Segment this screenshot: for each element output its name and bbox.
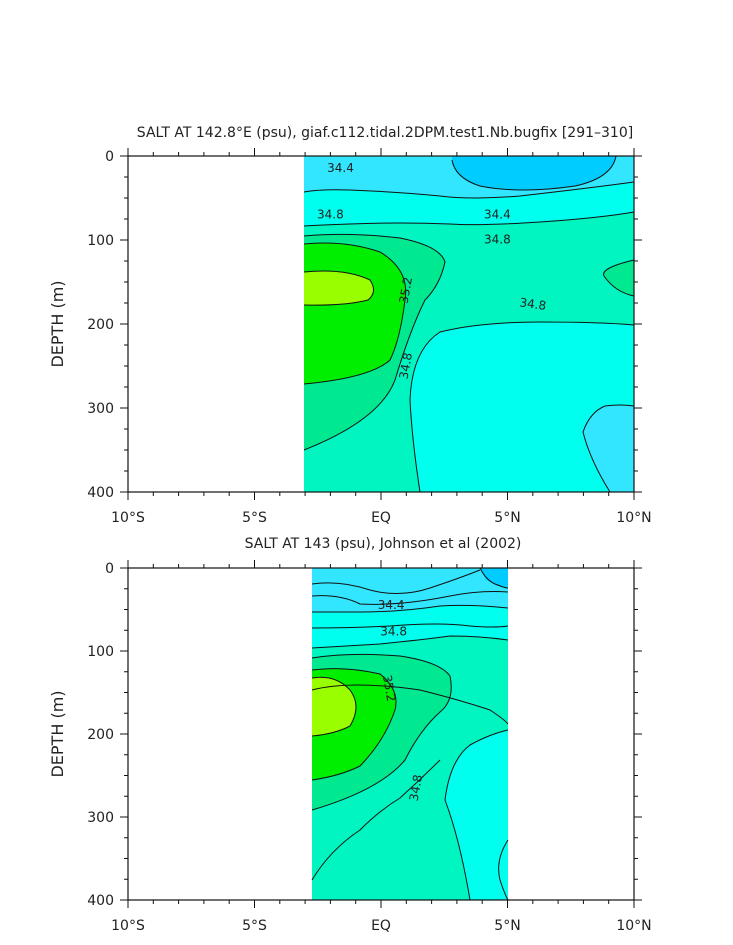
top-ytick-label: 200 [87, 317, 114, 333]
top-contour-label: 34.4 [327, 161, 354, 175]
contour-line-13 [311, 635, 509, 649]
top-panel-contour-lines [303, 155, 635, 493]
contour-line-16 [311, 668, 397, 781]
contour-line-7 [409, 321, 635, 493]
top-xtick-label: 10°N [616, 510, 651, 526]
top-contour-label: 34.8 [484, 233, 511, 247]
contour-line-14 [479, 567, 509, 589]
contour-line-19 [311, 759, 441, 881]
bottom-ytick-label: 200 [87, 727, 114, 743]
bottom-panel: SALT AT 143 (psu), Johnson et al (2002) [48, 536, 652, 934]
bottom-panel-contour-field [312, 568, 508, 900]
top-panel: SALT AT 142.8°E (psu), giaf.c112.tidal.2… [48, 125, 652, 526]
top-panel-axes: 10°S 5°S EQ 5°N 10°N 0 100 200 300 400 [87, 148, 652, 526]
top-panel-contour-labels: 34.4 34.8 34.4 34.8 35.2 34.8 34.8 [317, 161, 547, 380]
top-ytick-label: 100 [87, 233, 114, 249]
top-ytick-label: 400 [87, 485, 114, 501]
bottom-xtick-label: 10°N [616, 918, 651, 934]
bottom-ytick-label: 400 [87, 893, 114, 909]
contour-line-2 [451, 155, 617, 191]
top-contour-label: 34.8 [317, 207, 344, 221]
top-contour-label: 34.4 [484, 207, 511, 221]
top-ytick-label: 300 [87, 401, 114, 417]
contour-line-1 [303, 211, 635, 227]
bottom-fill-deep-34-6 [445, 730, 508, 900]
contour-line-18 [311, 684, 509, 725]
top-panel-contour-field [304, 156, 634, 492]
top-contour-label: 34.8 [397, 352, 415, 381]
contour-line-4 [303, 242, 407, 385]
contour-line-12 [311, 623, 509, 629]
contour-line-6 [603, 259, 635, 297]
top-contour-label: 35.2 [397, 276, 415, 305]
top-xtick-label: EQ [371, 510, 391, 526]
top-xtick-label: 5°S [242, 510, 267, 526]
bottom-ytick-label: 0 [105, 561, 114, 577]
bottom-xtick-label: EQ [371, 918, 391, 934]
bottom-panel-contour-labels: 34.4 34.8 35.2 34.8 [378, 598, 425, 802]
top-panel-ylabel: DEPTH (m) [48, 280, 67, 367]
bottom-contour-label: 34.4 [378, 598, 405, 612]
bottom-contour-label: 34.8 [407, 773, 425, 802]
bottom-contour-label: 34.8 [380, 624, 407, 638]
top-panel-title: SALT AT 142.8°E (psu), giaf.c112.tidal.2… [137, 125, 633, 141]
top-fill-35-4 [304, 271, 374, 306]
bottom-xtick-label: 10°S [111, 918, 145, 934]
contour-line-8 [582, 404, 635, 493]
contour-line-3 [303, 233, 446, 451]
top-fill-34-2 [452, 156, 616, 190]
contour-line-10 [311, 591, 509, 605]
top-ytick-label: 0 [105, 149, 114, 165]
contour-line-0 [303, 181, 635, 199]
contour-line-15 [311, 653, 452, 811]
bottom-ytick-label: 100 [87, 644, 114, 660]
bottom-contour-label: 35.2 [380, 674, 398, 703]
bottom-panel-contour-lines [311, 567, 509, 901]
top-contour-label: 34.8 [519, 295, 547, 313]
contour-line-9 [311, 569, 481, 594]
contour-line-21 [498, 839, 509, 901]
contour-line-17 [311, 676, 357, 737]
top-fill-deep-34-6 [410, 322, 634, 492]
bottom-panel-ylabel: DEPTH (m) [48, 690, 67, 777]
bottom-fill-35-4 [312, 677, 356, 736]
bottom-panel-title: SALT AT 143 (psu), Johnson et al (2002) [245, 536, 522, 552]
top-xtick-label: 10°S [111, 510, 145, 526]
contour-line-20 [444, 729, 509, 901]
contour-line-11 [312, 604, 509, 613]
top-xtick-label: 5°N [494, 510, 520, 526]
bottom-ytick-label: 300 [87, 810, 114, 826]
bottom-xtick-label: 5°N [494, 918, 520, 934]
top-fill-east-tongue [603, 260, 634, 296]
contour-line-5 [303, 270, 374, 306]
bottom-fill-34-2 [480, 568, 508, 588]
bottom-xtick-label: 5°S [242, 918, 267, 934]
top-fill-deep-34-4 [583, 405, 634, 492]
bottom-panel-axes: 10°S 5°S EQ 5°N 10°N 0 100 200 300 400 [87, 560, 652, 934]
bottom-fill-34-4 [312, 568, 508, 612]
